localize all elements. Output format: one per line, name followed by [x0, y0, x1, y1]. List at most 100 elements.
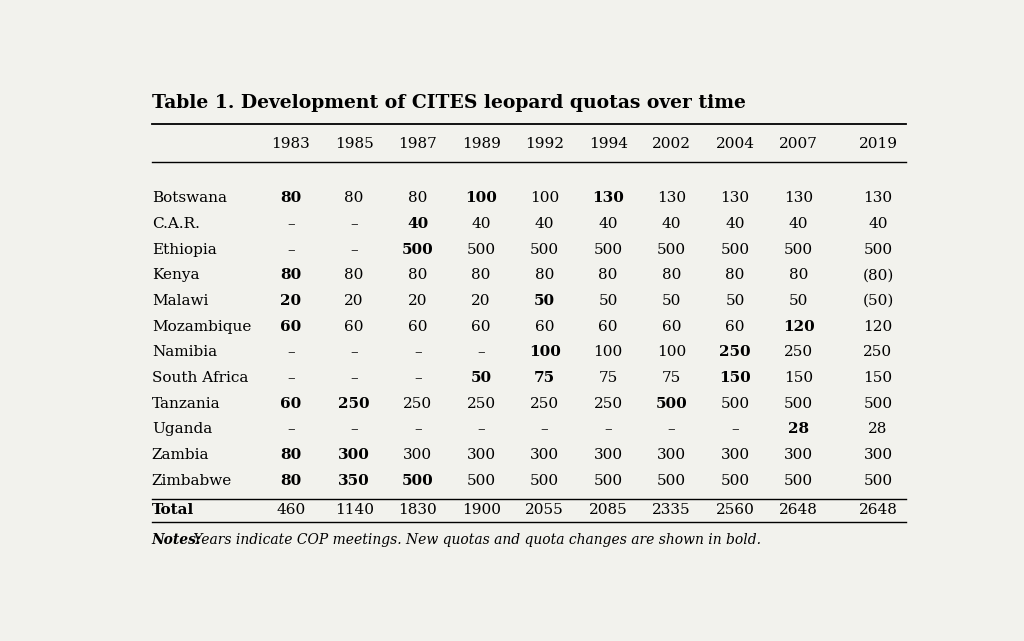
- Text: 80: 80: [344, 269, 364, 283]
- Text: 500: 500: [721, 397, 750, 411]
- Text: 350: 350: [338, 474, 370, 488]
- Text: 28: 28: [788, 422, 809, 437]
- Text: 250: 250: [467, 397, 496, 411]
- Text: 500: 500: [784, 243, 813, 257]
- Text: 250: 250: [403, 397, 432, 411]
- Text: Table 1. Development of CITES leopard quotas over time: Table 1. Development of CITES leopard qu…: [152, 94, 745, 112]
- Text: 250: 250: [530, 397, 559, 411]
- Text: 50: 50: [471, 371, 492, 385]
- Text: 300: 300: [721, 448, 750, 462]
- Text: 40: 40: [598, 217, 617, 231]
- Text: 50: 50: [598, 294, 617, 308]
- Text: 80: 80: [788, 269, 808, 283]
- Text: 500: 500: [721, 474, 750, 488]
- Text: 100: 100: [465, 192, 497, 205]
- Text: 80: 80: [725, 269, 744, 283]
- Text: 2560: 2560: [716, 503, 755, 517]
- Text: 80: 80: [598, 269, 617, 283]
- Text: 300: 300: [657, 448, 686, 462]
- Text: South Africa: South Africa: [152, 371, 248, 385]
- Text: 2648: 2648: [779, 503, 818, 517]
- Text: 50: 50: [725, 294, 744, 308]
- Text: 1994: 1994: [589, 137, 628, 151]
- Text: –: –: [350, 422, 358, 437]
- Text: 80: 80: [471, 269, 490, 283]
- Text: 1140: 1140: [335, 503, 374, 517]
- Text: –: –: [604, 422, 612, 437]
- Text: –: –: [287, 422, 295, 437]
- Text: 250: 250: [863, 345, 893, 360]
- Text: Kenya: Kenya: [152, 269, 200, 283]
- Text: 500: 500: [863, 474, 893, 488]
- Text: 40: 40: [662, 217, 681, 231]
- Text: Mozambique: Mozambique: [152, 320, 251, 334]
- Text: Total: Total: [152, 503, 195, 517]
- Text: 75: 75: [662, 371, 681, 385]
- Text: 100: 100: [530, 192, 559, 205]
- Text: 500: 500: [784, 474, 813, 488]
- Text: 1989: 1989: [462, 137, 501, 151]
- Text: Botswana: Botswana: [152, 192, 226, 205]
- Text: 500: 500: [657, 243, 686, 257]
- Text: 28: 28: [868, 422, 888, 437]
- Text: Namibia: Namibia: [152, 345, 217, 360]
- Text: 80: 80: [280, 192, 301, 205]
- Text: 150: 150: [863, 371, 893, 385]
- Text: –: –: [731, 422, 739, 437]
- Text: 2648: 2648: [858, 503, 897, 517]
- Text: Ethiopia: Ethiopia: [152, 243, 216, 257]
- Text: –: –: [414, 371, 422, 385]
- Text: 2007: 2007: [779, 137, 818, 151]
- Text: 80: 80: [662, 269, 681, 283]
- Text: 80: 80: [408, 269, 427, 283]
- Text: 2335: 2335: [652, 503, 691, 517]
- Text: 500: 500: [784, 397, 813, 411]
- Text: 80: 80: [535, 269, 554, 283]
- Text: –: –: [668, 422, 676, 437]
- Text: 250: 250: [784, 345, 813, 360]
- Text: 500: 500: [594, 243, 623, 257]
- Text: 40: 40: [535, 217, 554, 231]
- Text: 500: 500: [467, 474, 496, 488]
- Text: Malawi: Malawi: [152, 294, 208, 308]
- Text: 2055: 2055: [525, 503, 564, 517]
- Text: 500: 500: [863, 397, 893, 411]
- Text: 75: 75: [598, 371, 617, 385]
- Text: 250: 250: [719, 345, 751, 360]
- Text: 300: 300: [338, 448, 370, 462]
- Text: 500: 500: [863, 243, 893, 257]
- Text: 300: 300: [784, 448, 813, 462]
- Text: 60: 60: [280, 397, 301, 411]
- Text: 150: 150: [719, 371, 751, 385]
- Text: –: –: [414, 422, 422, 437]
- Text: 60: 60: [725, 320, 744, 334]
- Text: 20: 20: [344, 294, 364, 308]
- Text: 1900: 1900: [462, 503, 501, 517]
- Text: –: –: [350, 217, 358, 231]
- Text: 60: 60: [598, 320, 617, 334]
- Text: 500: 500: [655, 397, 687, 411]
- Text: 250: 250: [594, 397, 623, 411]
- Text: 300: 300: [403, 448, 432, 462]
- Text: 60: 60: [662, 320, 681, 334]
- Text: 60: 60: [408, 320, 427, 334]
- Text: 20: 20: [281, 294, 301, 308]
- Text: 80: 80: [344, 192, 364, 205]
- Text: –: –: [350, 371, 358, 385]
- Text: 50: 50: [535, 294, 555, 308]
- Text: 120: 120: [782, 320, 814, 334]
- Text: 80: 80: [280, 269, 301, 283]
- Text: 300: 300: [467, 448, 496, 462]
- Text: 1830: 1830: [398, 503, 437, 517]
- Text: 300: 300: [863, 448, 893, 462]
- Text: 460: 460: [276, 503, 305, 517]
- Text: 120: 120: [863, 320, 893, 334]
- Text: –: –: [541, 422, 549, 437]
- Text: 40: 40: [725, 217, 744, 231]
- Text: –: –: [477, 345, 485, 360]
- Text: 2019: 2019: [858, 137, 897, 151]
- Text: 100: 100: [528, 345, 560, 360]
- Text: 500: 500: [657, 474, 686, 488]
- Text: 50: 50: [788, 294, 808, 308]
- Text: 500: 500: [467, 243, 496, 257]
